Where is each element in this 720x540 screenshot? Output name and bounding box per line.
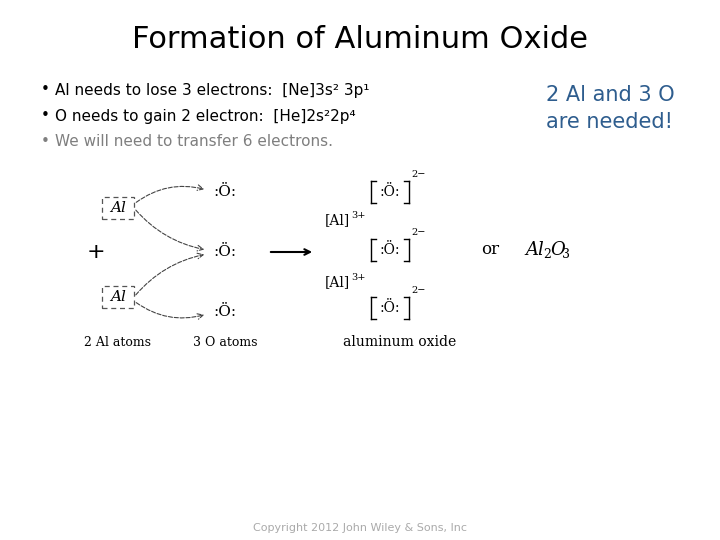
Text: :Ö:: :Ö: [213, 185, 237, 199]
Text: or: or [481, 241, 499, 259]
Text: Al: Al [525, 241, 544, 259]
Text: •: • [41, 83, 50, 98]
Text: 2−: 2− [411, 286, 426, 295]
Text: [Al]: [Al] [325, 275, 350, 289]
Text: :Ö:: :Ö: [213, 245, 237, 259]
Text: aluminum oxide: aluminum oxide [343, 335, 456, 349]
Text: :Ö:: :Ö: [379, 185, 400, 199]
Text: Formation of Aluminum Oxide: Formation of Aluminum Oxide [132, 25, 588, 55]
Text: We will need to transfer 6 electrons.: We will need to transfer 6 electrons. [55, 134, 333, 150]
Text: [Al]: [Al] [325, 213, 350, 227]
Text: Al needs to lose 3 electrons:  [Ne]3s² 3p¹: Al needs to lose 3 electrons: [Ne]3s² 3p… [55, 83, 369, 98]
Text: :Ö:: :Ö: [213, 305, 237, 319]
Text: •: • [41, 109, 50, 124]
Text: 2−: 2− [411, 228, 426, 237]
Text: 2−: 2− [411, 170, 426, 179]
Text: 3 O atoms: 3 O atoms [193, 335, 257, 348]
Text: :Ö:: :Ö: [379, 243, 400, 257]
Text: 2 Al atoms: 2 Al atoms [84, 335, 151, 348]
Text: 2: 2 [543, 247, 551, 260]
Text: :Ö:: :Ö: [379, 301, 400, 315]
Text: Copyright 2012 John Wiley & Sons, Inc: Copyright 2012 John Wiley & Sons, Inc [253, 523, 467, 533]
Text: •: • [41, 134, 50, 150]
Text: are needed!: are needed! [546, 112, 673, 132]
Text: 3+: 3+ [351, 211, 366, 219]
Text: Al: Al [110, 201, 126, 215]
Text: +: + [86, 242, 105, 262]
Text: 3+: 3+ [351, 273, 366, 281]
Text: Al: Al [110, 290, 126, 304]
Text: 3: 3 [562, 247, 570, 260]
Text: 2 Al and 3 O: 2 Al and 3 O [546, 85, 675, 105]
Text: O: O [550, 241, 564, 259]
Text: O needs to gain 2 electron:  [He]2s²2p⁴: O needs to gain 2 electron: [He]2s²2p⁴ [55, 109, 356, 124]
